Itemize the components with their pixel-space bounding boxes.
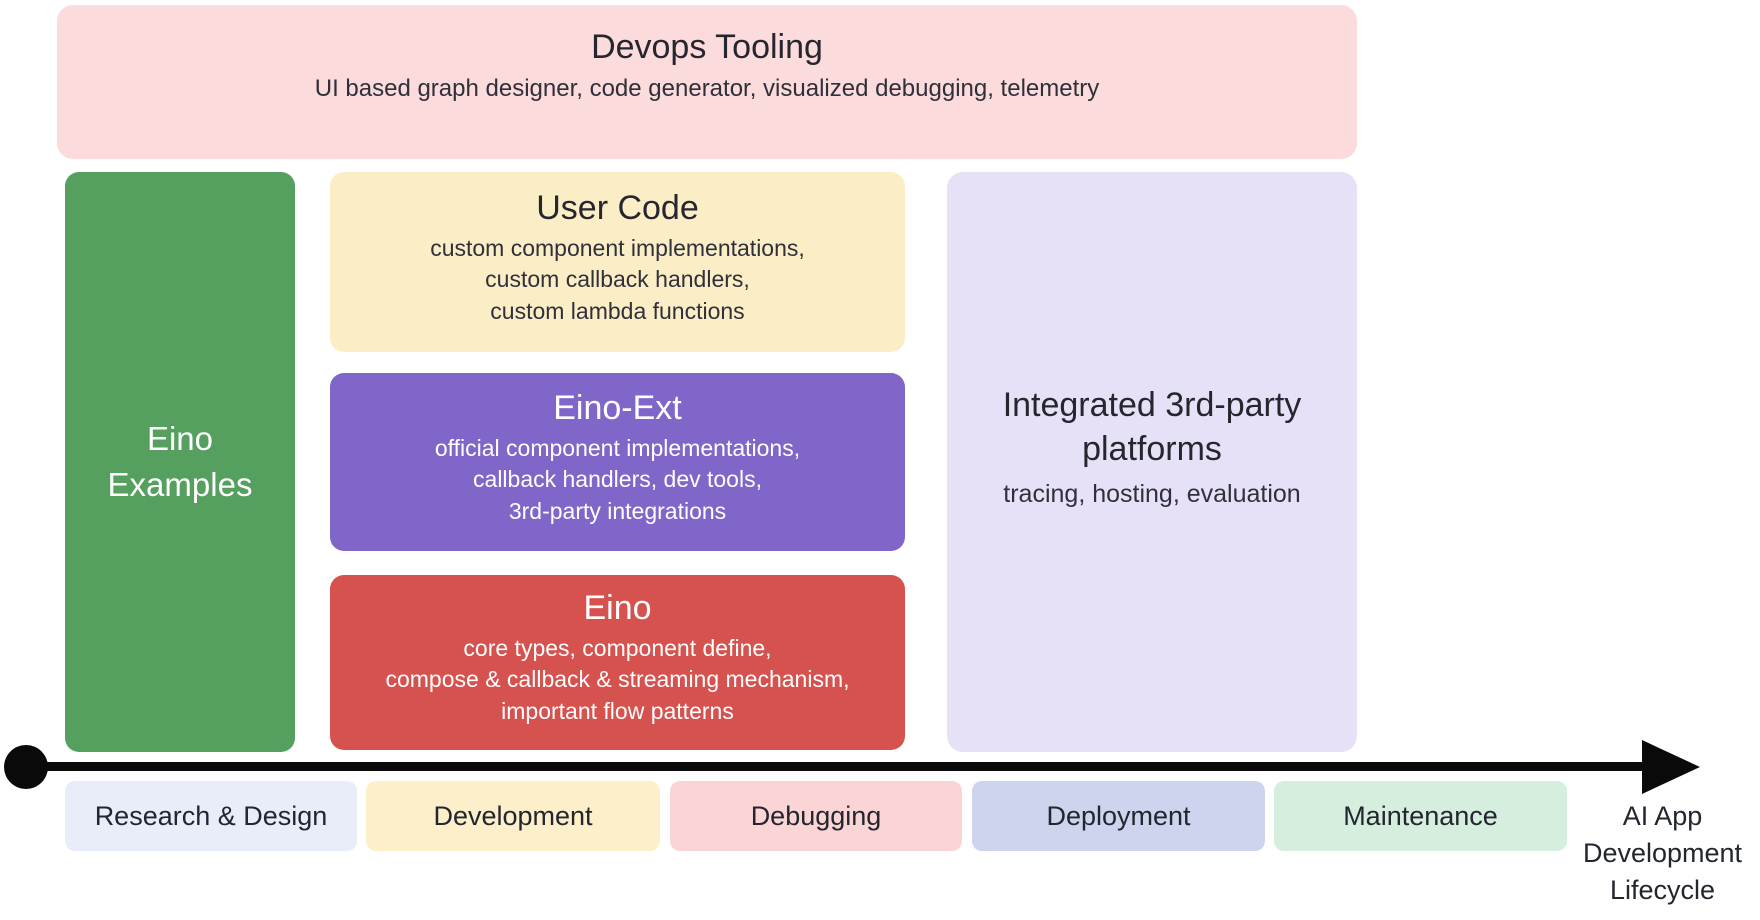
eino-examples-title: Eino Examples — [107, 419, 253, 503]
eino-core-box: Eino core types, component define, compo… — [330, 575, 905, 750]
devops-tooling-title: Devops Tooling — [591, 28, 823, 66]
stage-development: Development — [366, 781, 660, 851]
stage-development-label: Development — [433, 800, 593, 831]
timeline-axis-label: AI App Development Lifecycle — [1582, 801, 1743, 905]
stage-debugging: Debugging — [670, 781, 962, 851]
timeline-arrowhead-icon — [1642, 740, 1700, 794]
stage-research-design: Research & Design — [65, 781, 357, 851]
integrated-platforms-title: Integrated 3rd-party platforms — [1002, 385, 1302, 468]
user-code-title: User Code — [536, 189, 699, 227]
stage-research-design-label: Research & Design — [94, 800, 328, 831]
integrated-platforms-desc: tracing, hosting, evaluation — [1003, 480, 1301, 509]
devops-tooling-box: Devops Tooling UI based graph designer, … — [57, 5, 1357, 159]
stage-maintenance: Maintenance — [1274, 781, 1567, 851]
stage-debugging-label: Debugging — [750, 800, 882, 831]
eino-ext-desc: official component implementations, call… — [434, 435, 801, 524]
stage-deployment: Deployment — [972, 781, 1265, 851]
stage-deployment-label: Deployment — [1046, 800, 1191, 831]
eino-examples-box: Eino Examples — [65, 172, 295, 752]
eino-ext-title: Eino-Ext — [553, 389, 682, 427]
timeline-axis-line — [25, 762, 1645, 771]
integrated-platforms-box: Integrated 3rd-party platforms tracing, … — [947, 172, 1357, 752]
eino-core-desc: core types, component define, compose & … — [385, 635, 850, 724]
stage-maintenance-label: Maintenance — [1343, 800, 1498, 831]
user-code-desc: custom component implementations, custom… — [430, 235, 805, 324]
eino-core-title: Eino — [583, 589, 652, 627]
user-code-box: User Code custom component implementatio… — [330, 172, 905, 352]
devops-tooling-desc: UI based graph designer, code generator,… — [314, 75, 1100, 103]
eino-ext-box: Eino-Ext official component implementati… — [330, 373, 905, 551]
